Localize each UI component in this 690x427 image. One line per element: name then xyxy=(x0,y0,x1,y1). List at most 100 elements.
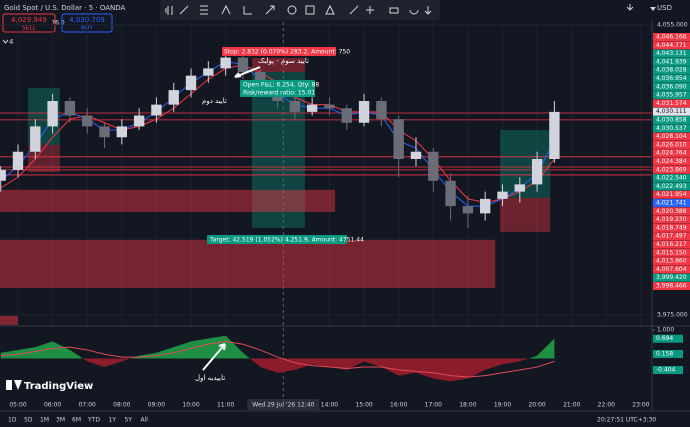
price-label: 4,030.111 xyxy=(656,108,687,115)
price-label-bg xyxy=(653,223,690,232)
sell-button[interactable] xyxy=(2,13,56,33)
price-label: 4,036.954 xyxy=(656,75,687,82)
indicator-count[interactable]: 4 xyxy=(9,38,14,46)
price-label: 4,024.764 xyxy=(656,150,687,157)
range-button[interactable]: All xyxy=(141,417,149,424)
candle-body xyxy=(480,198,491,214)
stop-label: Stop: 2.832 (0.070%) 283.2, Amount: 750 xyxy=(224,49,350,56)
x-tick-label: 22:00 xyxy=(598,402,615,409)
candle-body xyxy=(151,104,162,116)
price-label: 4,020.388 xyxy=(656,208,687,215)
candle-body xyxy=(255,72,266,87)
x-tick-label: 06:00 xyxy=(44,402,61,409)
price-label: 4,016.217 xyxy=(656,241,687,248)
price-label-bg xyxy=(653,282,690,290)
price-label: 4,019.230 xyxy=(656,216,687,223)
candle-body xyxy=(376,101,387,120)
price-pane: 4,055.0003,975.0004,046.1664,044.7714,04… xyxy=(0,21,690,398)
sell-label[interactable]: SELL xyxy=(22,25,37,32)
toolbar: Gold Spot / U.S. Dollar · 5 · OANDA 4,02… xyxy=(2,0,672,46)
rr-label: Risk/reward ratio: 15.01 xyxy=(243,90,315,97)
range-button[interactable]: 6M xyxy=(72,417,81,424)
drawing-tools[interactable] xyxy=(165,4,432,15)
x-tick-label: 14:00 xyxy=(321,402,338,409)
price-label-bg xyxy=(653,124,690,133)
price-label: 4,038.028 xyxy=(656,67,687,74)
bottom-bar: 20:27:51 UTC+3:30 05:00 06:00 07:00 08:00 09… xyxy=(0,399,690,424)
price-label: 4,013.860 xyxy=(656,258,687,265)
price-label-bg xyxy=(653,82,690,91)
candle-body xyxy=(428,151,439,181)
range-button[interactable]: 5Y xyxy=(125,417,133,424)
candle-body xyxy=(549,111,560,160)
price-label-bg xyxy=(653,199,690,207)
annotation-first: تاییدیه اول xyxy=(195,374,225,382)
price-label: 4,028.104 xyxy=(656,133,687,140)
settings-icon[interactable] xyxy=(650,7,656,11)
candle-body xyxy=(64,101,76,116)
spread: 76.0 xyxy=(51,20,65,27)
clock: 20:27:51 UTC+3:30 xyxy=(597,417,656,424)
price-label-bg xyxy=(653,182,690,191)
x-tick-label: 11:00 xyxy=(217,402,234,409)
candle-body xyxy=(220,57,231,69)
sell-price[interactable]: 4,029.949 xyxy=(11,16,47,24)
candle-body xyxy=(306,104,318,112)
arrow xyxy=(234,66,261,78)
price-label: 4,023.869 xyxy=(656,166,687,173)
value-marker-label: 0.158 xyxy=(656,351,673,358)
position-zone xyxy=(0,315,18,325)
range-button[interactable]: YTD xyxy=(87,417,100,424)
crosshair-label: Wed 29 Jul '26 12:40 xyxy=(252,402,314,409)
price-label-bg xyxy=(653,215,690,224)
candle-body xyxy=(289,101,301,112)
x-tick-label: 18:00 xyxy=(459,402,476,409)
x-tick-label: 15:00 xyxy=(355,402,372,409)
value-marker xyxy=(653,350,683,359)
target-label: Target: 42.519 (1.052%) 4,251.9, Amount:… xyxy=(209,237,364,244)
candle-body xyxy=(341,108,352,123)
price-label-bg xyxy=(653,165,690,174)
buy-price[interactable]: 4,030.709 xyxy=(69,16,105,24)
price-label: 4,024.384 xyxy=(656,158,687,165)
annotation-third: تایید سوم - پولبک xyxy=(258,57,309,65)
price-label-bg xyxy=(653,99,690,108)
range-button[interactable]: 1M xyxy=(40,417,49,424)
price-label: 4,044.771 xyxy=(656,42,687,49)
price-label-bg xyxy=(653,33,690,41)
x-tick-label: 05:00 xyxy=(9,402,26,409)
price-label: 4,022.493 xyxy=(656,183,687,190)
range-button[interactable]: 5D xyxy=(24,417,33,424)
candle-body xyxy=(30,126,41,152)
stop-label-bg xyxy=(222,47,336,56)
price-label-bg xyxy=(653,207,690,216)
price-label-bg xyxy=(653,265,690,274)
candle-body xyxy=(185,75,197,91)
price-label-bg xyxy=(653,74,690,83)
range-button[interactable]: 1Y xyxy=(109,417,117,424)
price-label-bg xyxy=(653,232,690,241)
range-button[interactable]: 3M xyxy=(56,417,65,424)
price-label-bg xyxy=(653,91,690,100)
symbol-title: Gold Spot / U.S. Dollar · 5 · OANDA xyxy=(4,4,125,12)
collapse-icon[interactable] xyxy=(2,39,9,44)
price-label-bg xyxy=(653,240,690,249)
candle-body xyxy=(445,180,456,207)
candle-body xyxy=(133,115,145,127)
candle-body xyxy=(82,115,93,127)
x-tick-label: 19:00 xyxy=(494,402,511,409)
oscillator-area-negative xyxy=(82,358,529,382)
logo: TradingView xyxy=(24,381,93,392)
candle-body xyxy=(203,68,214,76)
price-label-bg xyxy=(653,57,690,66)
price-label-bg xyxy=(653,140,690,149)
arrow xyxy=(202,343,226,371)
crosshair-label-bg xyxy=(247,399,320,410)
download-icon[interactable] xyxy=(626,4,634,11)
target-label-bg xyxy=(207,235,347,244)
y-tick-label: 1.000 xyxy=(657,326,674,333)
position-zone xyxy=(500,197,551,232)
price-label: 4,041.939 xyxy=(656,58,687,65)
range-button[interactable]: 1D xyxy=(8,417,17,424)
